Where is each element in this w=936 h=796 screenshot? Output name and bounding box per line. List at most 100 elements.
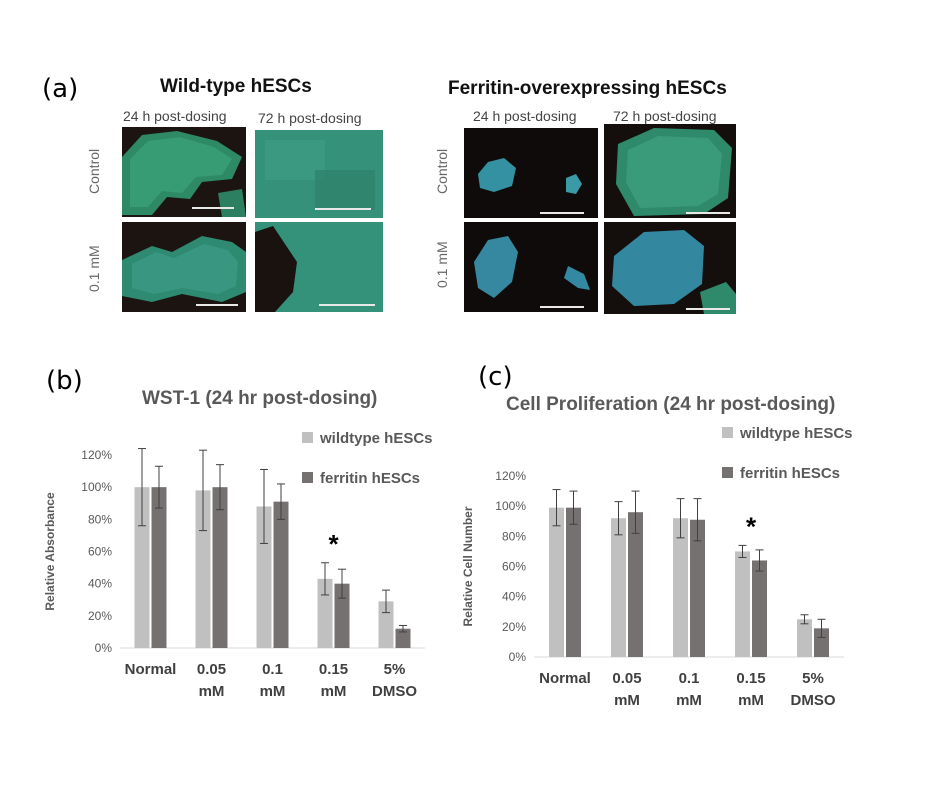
colony-image [474,236,590,298]
bar [673,518,688,657]
bar [797,619,812,657]
bar [273,501,289,648]
scale-bar [686,212,730,214]
bar [752,560,767,657]
x-tick-label: 0.1 [262,661,283,678]
y-tick-label: 60% [88,545,112,559]
bar [195,490,211,648]
bar [256,506,272,648]
y-axis-label: Relative Cell Number [461,506,475,626]
y-tick-label: 120% [495,469,526,483]
bar [611,518,626,657]
x-tick-label: mM [260,683,286,700]
wt-col-24h: 24 h post-dosing [123,108,227,124]
chart-b-title: WST-1 (24 hr post-dosing) [142,388,378,409]
bar [151,487,167,648]
x-tick-label: Normal [125,661,177,678]
x-tick-label: mM [321,683,347,700]
y-tick-label: 120% [81,448,112,462]
bar [549,507,564,657]
colony-image [616,128,732,216]
bar [690,519,705,657]
scale-bar [540,306,584,308]
bar [628,512,643,657]
scale-bar [192,207,234,209]
chart-c-title: Cell Proliferation (24 hr post-dosing) [506,394,836,415]
legend-label: wildtype hESCs [319,430,433,447]
significance-asterisk: * [328,529,339,559]
x-tick-label: mM [738,692,764,709]
x-tick-label: 0.05 [197,661,226,678]
bar [566,507,581,657]
x-tick-label: 0.05 [612,670,641,687]
y-tick-label: 40% [502,590,526,604]
scale-bar [686,308,730,310]
legend-swatch [722,427,733,438]
x-tick-label: 0.15 [319,661,348,678]
micrograph-fe-01mm-24h [464,222,598,312]
colony-image [478,158,582,194]
bar [334,583,350,648]
legend-swatch [302,432,313,443]
scale-bar [196,304,238,306]
y-tick-label: 20% [88,609,112,623]
colony-image [122,131,246,217]
bar [212,487,228,648]
bar [134,487,150,648]
chart-b: 0% 20% 40% 60% 80% 100% 120% Relative Absorbanc… [43,430,433,700]
x-tick-label: DMSO [372,683,417,700]
x-tick-label: mM [199,683,225,700]
x-tick-label: DMSO [791,692,836,709]
scale-bar [319,304,375,306]
y-tick-label: 80% [502,529,526,543]
y-tick-label: 60% [502,560,526,574]
scale-bar [315,208,371,210]
wt-row-control: Control [86,148,102,194]
fe-col-24h: 24 h post-dosing [473,108,577,124]
x-tick-label: 0.15 [736,670,765,687]
micrograph-fe-control-24h [464,128,598,218]
legend-swatch [302,472,313,483]
x-tick-label: mM [676,692,702,709]
colony-image [122,236,246,302]
colony-image [255,222,383,312]
x-tick-label: Normal [539,670,591,687]
scale-bar [540,212,584,214]
bar [735,551,750,657]
panel-c-label: (c) [478,362,513,392]
x-tick-label: mM [614,692,640,709]
y-tick-label: 80% [88,512,112,526]
bar [395,628,411,648]
colony-image [612,230,736,314]
ferritin-group-title: Ferritin-overexpressing hESCs [448,78,727,99]
y-tick-label: 100% [81,480,112,494]
micrograph-wt-control-24h [122,127,246,217]
wildtype-group-title: Wild-type hESCs [160,76,312,97]
y-tick-label: 20% [502,620,526,634]
colony-image [255,130,383,218]
legend-swatch [722,467,733,478]
micrograph-wt-01mm-72h [255,222,383,312]
panel-a-label: (a) [42,74,79,104]
fe-row-control: Control [434,148,450,194]
significance-asterisk: * [746,511,757,541]
y-axis-label: Relative Absorbance [43,492,57,611]
micrograph-wt-01mm-24h [122,222,246,312]
x-tick-label: 5% [802,670,824,687]
bar [317,578,333,648]
micrograph-wt-control-72h [255,130,383,218]
fe-row-01mm: 0.1 mM [434,241,450,288]
panel-b-label: (b) [46,366,83,396]
y-tick-label: 0% [509,650,527,664]
y-tick-label: 40% [88,577,112,591]
y-tick-label: 100% [495,499,526,513]
micrograph-fe-01mm-72h [604,222,736,314]
legend-label: ferritin hESCs [320,470,420,487]
bar [814,628,829,657]
micrograph-fe-control-72h [604,124,736,218]
legend-label: ferritin hESCs [740,465,840,482]
fe-col-72h: 72 h post-dosing [613,108,717,124]
x-tick-label: 0.1 [679,670,700,687]
y-tick-label: 0% [95,641,113,655]
x-tick-label: 5% [384,661,406,678]
